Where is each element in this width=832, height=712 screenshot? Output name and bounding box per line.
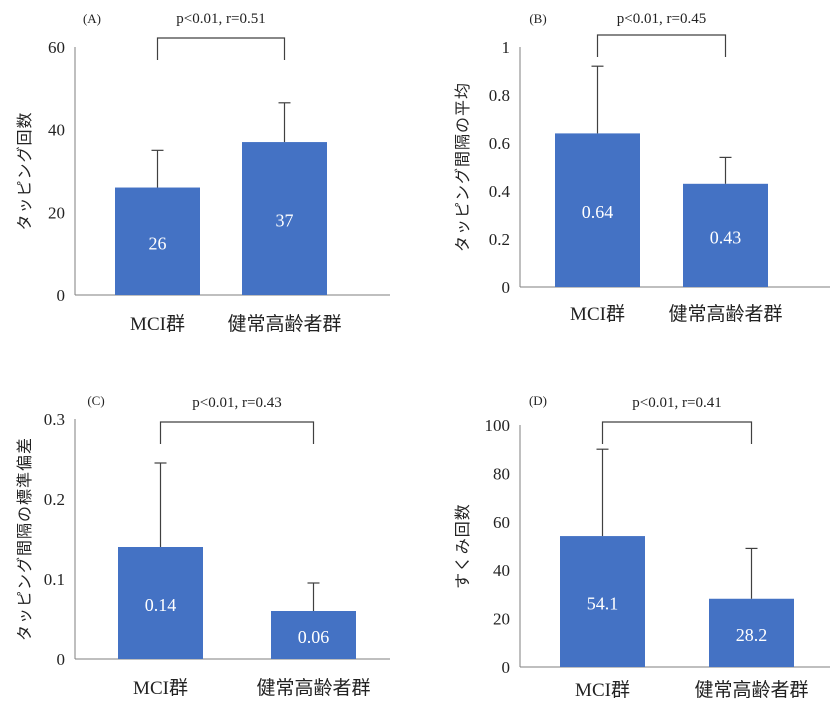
y-axis-title: タッピング間隔の平均 <box>454 82 472 252</box>
bar <box>683 183 768 287</box>
y-tick-label: 40 <box>48 121 65 140</box>
x-tick-label: 健常高齢者群 <box>694 679 808 701</box>
y-axis-title: タッピング間隔の標準偏差 <box>16 437 34 641</box>
panel-label: (C) <box>87 393 104 408</box>
y-tick-label: 0 <box>502 658 511 677</box>
bar <box>118 547 203 659</box>
y-tick-label: 60 <box>493 513 510 532</box>
bar <box>555 133 640 287</box>
significance-annotation: p<0.01, r=0.43 <box>192 395 281 411</box>
y-tick-label: 0 <box>57 286 66 305</box>
y-axis-title: すくみ回数 <box>454 503 472 589</box>
bar-value-label: 26 <box>149 233 167 253</box>
bar-value-label: 28.2 <box>736 625 768 645</box>
significance-annotation: p<0.01, r=0.41 <box>632 395 721 411</box>
y-tick-label: 0 <box>57 650 66 669</box>
x-tick-label: 健常高齢者群 <box>668 303 782 325</box>
y-tick-label: 0.2 <box>44 490 65 509</box>
y-tick-label: 60 <box>48 38 65 57</box>
bar-value-label: 37 <box>276 211 294 231</box>
y-tick-label: 0.1 <box>44 570 65 589</box>
y-tick-label: 0.4 <box>489 182 511 201</box>
x-tick-label: MCI群 <box>133 677 188 699</box>
bar-value-label: 0.43 <box>710 227 742 247</box>
y-tick-label: 0 <box>502 278 511 297</box>
bar-value-label: 0.64 <box>582 202 614 222</box>
significance-bracket <box>159 421 315 444</box>
chart-panel: (C) 0 0.1 0.2 0.3 タッピング間隔の標準偏差 0.14 MCI群 0.06 健常高… <box>16 393 390 699</box>
significance-bracket <box>596 34 727 57</box>
y-tick-label: 0.8 <box>489 86 510 105</box>
chart-panel: (D) 0 20 40 60 80 100 すくみ回数 54.1 MCI群 28.2 健常高齢者群 p<… <box>454 393 830 701</box>
x-tick-label: 健常高齢者群 <box>227 313 341 335</box>
x-tick-label: MCI群 <box>575 679 630 701</box>
bar <box>242 142 327 295</box>
significance-bracket <box>156 37 286 60</box>
bar <box>709 598 794 667</box>
panel-label: (B) <box>529 11 546 26</box>
x-tick-label: MCI群 <box>130 313 185 335</box>
y-tick-label: 1 <box>502 38 511 57</box>
significance-annotation: p<0.01, r=0.45 <box>617 11 706 27</box>
y-tick-label: 20 <box>48 203 65 222</box>
significance-annotation: p<0.01, r=0.51 <box>176 11 265 27</box>
y-tick-label: 0.6 <box>489 134 510 153</box>
y-tick-label: 100 <box>485 416 511 435</box>
significance-bracket <box>601 421 753 444</box>
y-tick-label: 0.2 <box>489 230 510 249</box>
bar-value-label: 0.06 <box>298 627 330 647</box>
bar <box>115 187 200 295</box>
y-tick-label: 0.3 <box>44 410 65 429</box>
bar-value-label: 0.14 <box>145 595 177 615</box>
chart-panel: (B) 0 0.2 0.4 0.6 0.8 1 タッピング間隔の平均 0.64 MCI群 0.43 健… <box>454 11 830 325</box>
x-tick-label: MCI群 <box>570 303 625 325</box>
bar <box>271 611 356 659</box>
chart-panel: (A) 0 20 40 60 タッピング回数 26 MCI群 37 健常高齢者群 p<0.01, r… <box>16 11 390 335</box>
y-axis-title: タッピング回数 <box>16 111 34 230</box>
y-tick-label: 20 <box>493 610 510 629</box>
x-tick-label: 健常高齢者群 <box>256 677 370 699</box>
panel-label: (A) <box>83 11 101 26</box>
panel-label: (D) <box>529 393 547 408</box>
bar <box>560 536 645 667</box>
y-tick-label: 40 <box>493 561 510 580</box>
y-tick-label: 80 <box>493 464 510 483</box>
bar-value-label: 54.1 <box>587 594 619 614</box>
